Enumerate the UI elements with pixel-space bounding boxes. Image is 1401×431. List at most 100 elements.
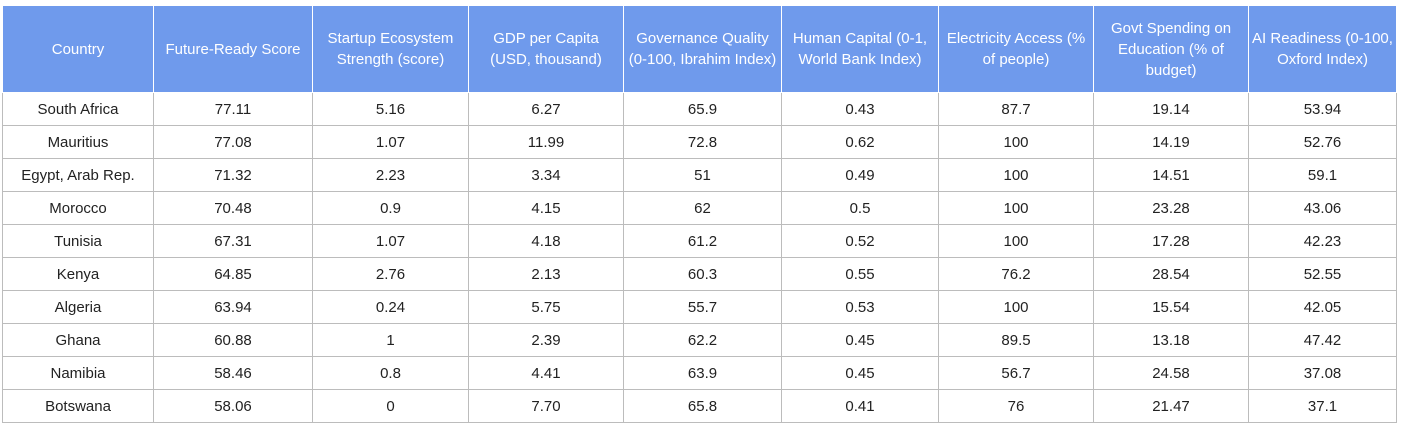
table-cell: 2.13	[468, 257, 624, 291]
table-cell: 24.58	[1093, 356, 1249, 390]
header-row: Country Future-Ready Score Startup Ecosy…	[2, 5, 1397, 93]
table-cell: 67.31	[153, 224, 313, 258]
table-cell: 6.27	[468, 92, 624, 126]
table-cell: 100	[938, 290, 1094, 324]
table-cell: 7.70	[468, 389, 624, 423]
table-cell-country: Morocco	[2, 191, 154, 225]
table-cell: 0.52	[781, 224, 939, 258]
table-cell: 56.7	[938, 356, 1094, 390]
table-cell: 0.41	[781, 389, 939, 423]
table-row: Morocco 70.48 0.9 4.15 62 0.5 100 23.28 …	[2, 191, 1397, 225]
table-cell: 89.5	[938, 323, 1094, 357]
table-cell: 5.16	[312, 92, 469, 126]
table-cell: 100	[938, 125, 1094, 159]
table-row: Namibia 58.46 0.8 4.41 63.9 0.45 56.7 24…	[2, 356, 1397, 390]
table-cell: 0.53	[781, 290, 939, 324]
column-header-electricity-access: Electricity Access (% of people)	[938, 5, 1094, 93]
table-cell: 14.19	[1093, 125, 1249, 159]
table-cell: 14.51	[1093, 158, 1249, 192]
table-cell-country: Ghana	[2, 323, 154, 357]
table-cell: 0.62	[781, 125, 939, 159]
table-cell: 51	[623, 158, 782, 192]
table-cell: 64.85	[153, 257, 313, 291]
table-cell: 0.24	[312, 290, 469, 324]
table-cell: 72.8	[623, 125, 782, 159]
table-cell: 4.15	[468, 191, 624, 225]
table-cell: 0.5	[781, 191, 939, 225]
table-cell: 47.42	[1248, 323, 1397, 357]
table-cell: 62.2	[623, 323, 782, 357]
table-cell-country: Mauritius	[2, 125, 154, 159]
table-row: Tunisia 67.31 1.07 4.18 61.2 0.52 100 17…	[2, 224, 1397, 258]
table-cell: 53.94	[1248, 92, 1397, 126]
table-cell: 43.06	[1248, 191, 1397, 225]
table-cell: 3.34	[468, 158, 624, 192]
table-cell: 42.23	[1248, 224, 1397, 258]
table-cell-country: Kenya	[2, 257, 154, 291]
table-cell: 70.48	[153, 191, 313, 225]
table-cell-country: South Africa	[2, 92, 154, 126]
table-cell: 58.46	[153, 356, 313, 390]
table-cell: 1.07	[312, 224, 469, 258]
column-header-gdp-per-capita: GDP per Capita (USD, thousand)	[468, 5, 624, 93]
table-cell: 21.47	[1093, 389, 1249, 423]
table-cell-country: Algeria	[2, 290, 154, 324]
table-cell-country: Egypt, Arab Rep.	[2, 158, 154, 192]
column-header-governance-quality: Governance Quality (0-100, Ibrahim Index…	[623, 5, 782, 93]
table-cell: 2.76	[312, 257, 469, 291]
table-cell: 37.08	[1248, 356, 1397, 390]
column-header-future-ready-score: Future-Ready Score	[153, 5, 313, 93]
table-cell: 65.9	[623, 92, 782, 126]
table-cell: 5.75	[468, 290, 624, 324]
table-cell: 37.1	[1248, 389, 1397, 423]
column-header-ai-readiness: AI Readiness (0-100, Oxford Index)	[1248, 5, 1397, 93]
table-cell: 100	[938, 224, 1094, 258]
column-header-startup-ecosystem: Startup Ecosystem Strength (score)	[312, 5, 469, 93]
table-cell-country: Namibia	[2, 356, 154, 390]
table-cell: 77.11	[153, 92, 313, 126]
table-cell: 77.08	[153, 125, 313, 159]
table-cell: 52.55	[1248, 257, 1397, 291]
table-cell: 19.14	[1093, 92, 1249, 126]
table-cell: 0.49	[781, 158, 939, 192]
table-row: Algeria 63.94 0.24 5.75 55.7 0.53 100 15…	[2, 290, 1397, 324]
table-cell: 1	[312, 323, 469, 357]
table-cell: 100	[938, 191, 1094, 225]
column-header-country: Country	[2, 5, 154, 93]
table-cell: 4.18	[468, 224, 624, 258]
table-row: Kenya 64.85 2.76 2.13 60.3 0.55 76.2 28.…	[2, 257, 1397, 291]
table-cell: 100	[938, 158, 1094, 192]
table-cell: 2.23	[312, 158, 469, 192]
table-cell: 62	[623, 191, 782, 225]
table-cell: 23.28	[1093, 191, 1249, 225]
table-cell: 76.2	[938, 257, 1094, 291]
table-cell: 0.45	[781, 356, 939, 390]
column-header-education-spending: Govt Spending on Education (% of budget)	[1093, 5, 1249, 93]
data-table: Country Future-Ready Score Startup Ecosy…	[2, 5, 1397, 423]
table-row: Egypt, Arab Rep. 71.32 2.23 3.34 51 0.49…	[2, 158, 1397, 192]
table-cell: 17.28	[1093, 224, 1249, 258]
table-cell: 42.05	[1248, 290, 1397, 324]
table-cell: 0	[312, 389, 469, 423]
table-cell: 60.88	[153, 323, 313, 357]
table-cell: 28.54	[1093, 257, 1249, 291]
table-cell: 0.43	[781, 92, 939, 126]
table-cell: 71.32	[153, 158, 313, 192]
table-cell-country: Tunisia	[2, 224, 154, 258]
table-cell: 15.54	[1093, 290, 1249, 324]
table-cell: 0.45	[781, 323, 939, 357]
table-body: South Africa 77.11 5.16 6.27 65.9 0.43 8…	[2, 92, 1397, 423]
table-row: Mauritius 77.08 1.07 11.99 72.8 0.62 100…	[2, 125, 1397, 159]
table-cell: 58.06	[153, 389, 313, 423]
table-cell: 52.76	[1248, 125, 1397, 159]
table-cell: 1.07	[312, 125, 469, 159]
table-cell: 2.39	[468, 323, 624, 357]
table-cell: 63.9	[623, 356, 782, 390]
table-row: Botswana 58.06 0 7.70 65.8 0.41 76 21.47…	[2, 389, 1397, 423]
table-cell: 0.8	[312, 356, 469, 390]
table-cell: 60.3	[623, 257, 782, 291]
table-row: Ghana 60.88 1 2.39 62.2 0.45 89.5 13.18 …	[2, 323, 1397, 357]
table-row: South Africa 77.11 5.16 6.27 65.9 0.43 8…	[2, 92, 1397, 126]
table-cell: 11.99	[468, 125, 624, 159]
table-cell: 0.9	[312, 191, 469, 225]
